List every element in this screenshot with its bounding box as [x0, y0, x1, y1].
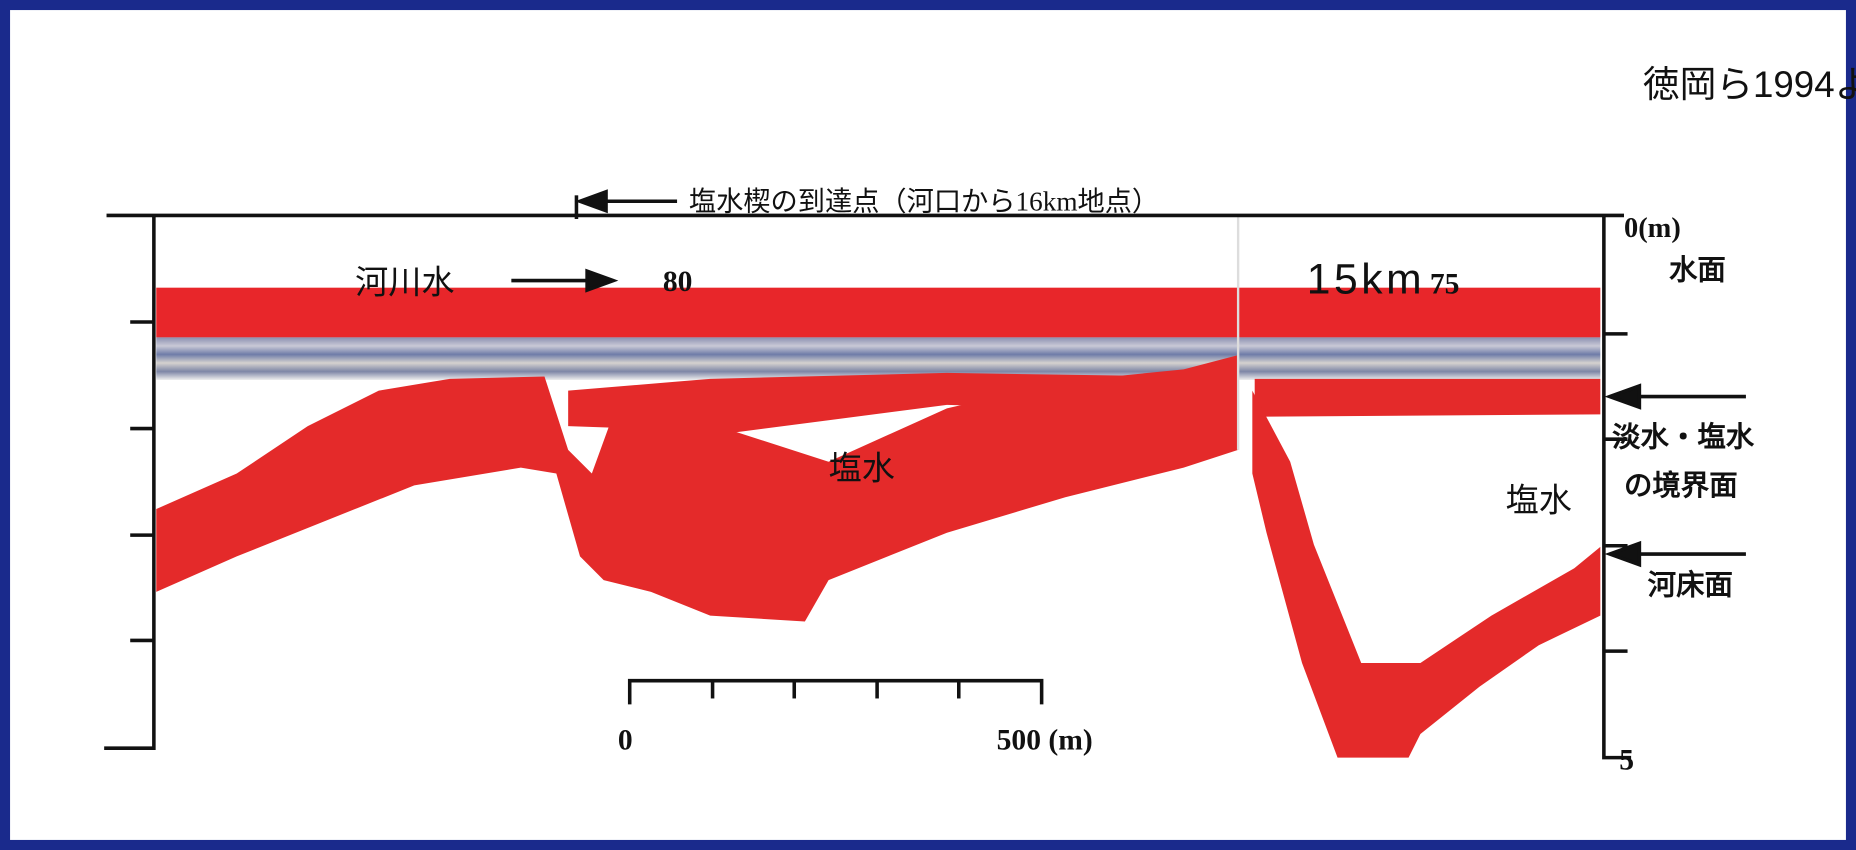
riverbed-label: 河床面: [1648, 568, 1733, 601]
interface-label: の境界面: [1624, 470, 1738, 502]
saltwater-label: 塩水: [829, 450, 895, 487]
marker-label: 75: [1430, 269, 1460, 301]
saltwater-label: 塩水: [1506, 482, 1572, 519]
river-water-label: 河川水: [355, 265, 454, 302]
scale-start-label: 0: [618, 724, 633, 756]
marker-label: 15km: [1307, 256, 1425, 304]
scale-end-label: 500 (m): [997, 724, 1093, 756]
reach-label: 塩水楔の到達点（河口から16km地点）: [689, 187, 1159, 217]
depth-top-label: 0(m): [1624, 213, 1681, 244]
source: 徳岡ら1994より: [1643, 64, 1856, 105]
marker-label: 80: [663, 266, 693, 298]
right-interface-echo: [1255, 379, 1601, 417]
surface-label: 水面: [1669, 254, 1726, 286]
depth-bottom-label: 5: [1619, 744, 1634, 776]
interface-label: 淡水・塩水: [1612, 421, 1755, 453]
noise-band: [156, 337, 1600, 380]
page: 徳岡ら1994より 塩水楔の到達点（河口から16km地点） 河川水 80 15k…: [0, 0, 1856, 850]
figure: 徳岡ら1994より 塩水楔の到達点（河口から16km地点） 河川水 80 15k…: [0, 0, 1856, 850]
